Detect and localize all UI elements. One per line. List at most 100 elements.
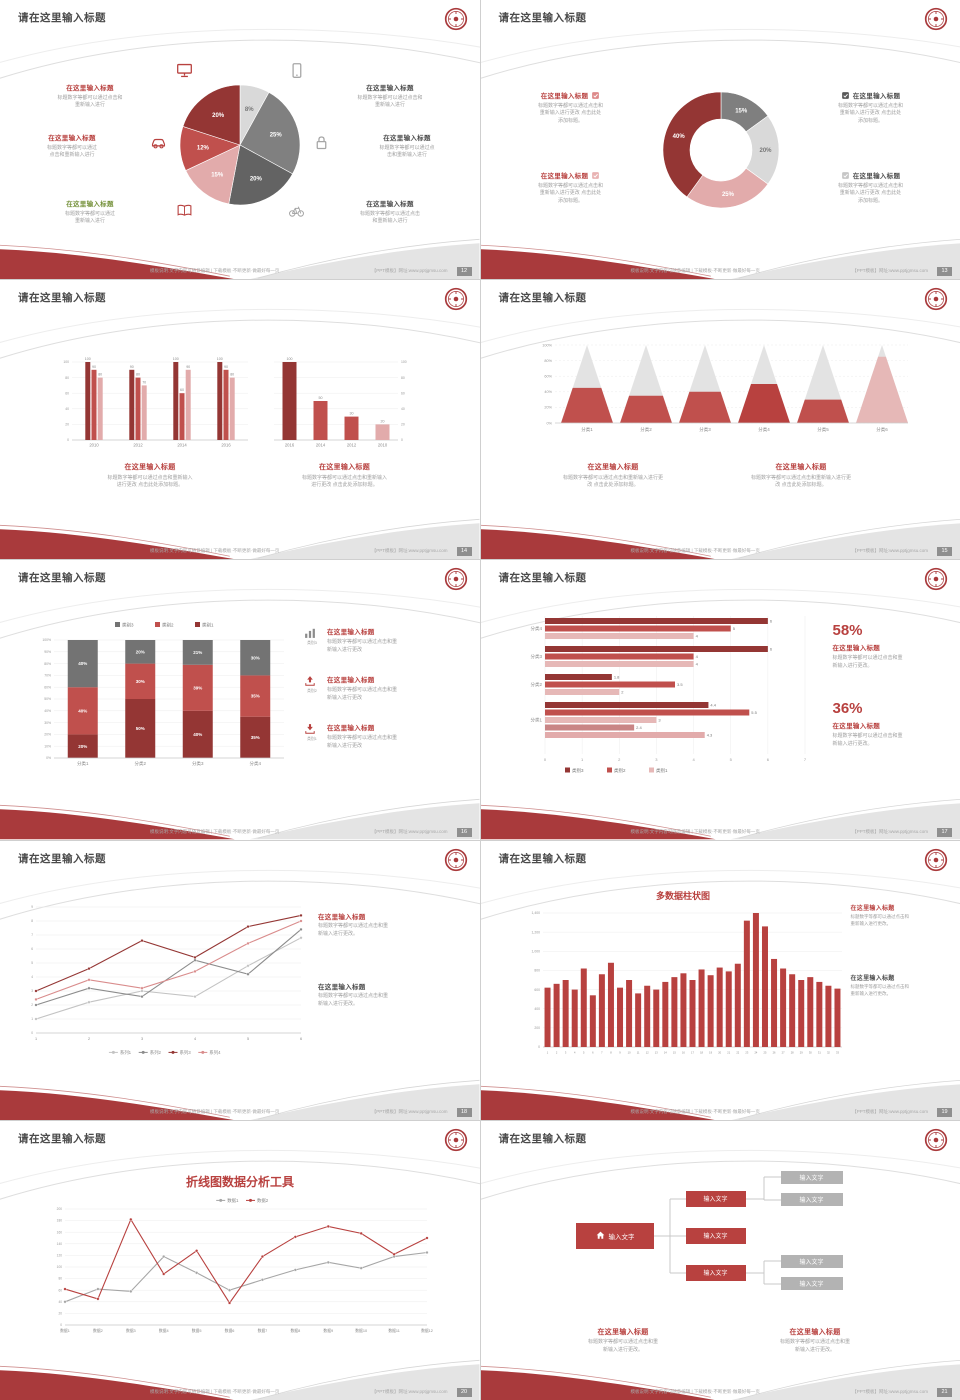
- svg-text:80: 80: [98, 373, 102, 377]
- svg-text:数据1: 数据1: [60, 1328, 70, 1333]
- footer-right-text: 【PPT模板】网址:www.pptjgmsu.com: [371, 1389, 448, 1394]
- callout-body: 标题数字等都可以通过点击和 重新输入进行更改 点击此处 添加标题。: [837, 102, 903, 125]
- item-title: 在这里输入标题: [327, 629, 375, 637]
- list-item: 类别1 在这里输入标题 标题数字等都可以通过点击和重 新输入进行更改: [303, 722, 473, 750]
- svg-text:12: 12: [645, 1050, 648, 1054]
- svg-text:12%: 12%: [197, 145, 210, 151]
- slide-content: 15% 20% 25% 40% 在这里输入标题 标题数字等都可以通过点击和 重新输入进…: [481, 0, 960, 279]
- callout-title: 在这里输入标题: [852, 173, 901, 180]
- pie-chart: 8% 25% 20% 15% 12% 20%: [166, 72, 314, 218]
- pyramid-chart: 0% 20% 40% 60% 80% 100% 分类1 分类2 分类3 分类4 分类5 分类6: [529, 335, 914, 447]
- svg-text:180: 180: [57, 1218, 63, 1222]
- chart-canvas: 0 1 2 3 4 5 6 7 6 5 4 分类4 6 4 4 分类3 1.8 3.5 2 分类2 4.4 5.5 3 2.4…: [530, 616, 806, 774]
- svg-text:15: 15: [672, 1050, 675, 1054]
- text-block-2: 在这里输入标题 标题数字等都可以通过点击和重新输入进行更 改 点击此处添加标题。: [719, 462, 884, 490]
- school-logo-icon: [444, 848, 468, 872]
- svg-text:60: 60: [180, 388, 184, 392]
- page-number: 15: [937, 547, 952, 557]
- school-logo-icon: [444, 7, 468, 31]
- footer-left-text: 模板说明:文字内容可随意编辑 | 下载模板·不断更新·做最好每一页: [630, 828, 760, 834]
- svg-text:数据2: 数据2: [93, 1328, 103, 1333]
- svg-text:1: 1: [35, 1037, 37, 1041]
- line-chart: 0 20 40 60 80 100 120 140 160 180 200 数据1 数据2 数据3 数据4 数…: [45, 1195, 435, 1345]
- callout-right-2: 在这里输入标题 标题数字等都可以通过点击和 重新输入进行更改 点击此处 添加标题…: [797, 170, 945, 206]
- slide-decoration: [480, 309, 960, 560]
- slide-footer: 模板说明:文字内容可随意编辑 | 下载模板·不断更新·做最好每一页 【PPT模板】…: [481, 824, 960, 840]
- block-title: 在这里输入标题: [318, 983, 366, 991]
- svg-text:20%: 20%: [44, 733, 51, 737]
- bar-chart: 0 20 40 60 80 100 100 2016 50 2014 30 2012 20 2010: [268, 352, 418, 452]
- block-body: 标题数字等都可以通过点击和 重新输入进行更改。: [850, 984, 910, 997]
- svg-text:0: 0: [401, 438, 403, 442]
- svg-text:40%: 40%: [78, 662, 87, 667]
- connector-lines: [653, 1176, 781, 1285]
- slide-footer: 模板说明:文字内容可随意编辑 | 下载模板·不断更新·做最好每一页 【PPT模板】…: [481, 543, 960, 559]
- slide-content: 0 20 40 60 80 100 100 90 80 2010 90 80 70 2012 100 60 90…: [0, 280, 480, 559]
- svg-text:28: 28: [790, 1050, 793, 1054]
- item-body: 标题数字等都可以通过点击和重 新输入进行更改: [327, 686, 398, 701]
- bar-chart-icon: [303, 626, 321, 640]
- svg-text:系列3: 系列3: [180, 1049, 192, 1056]
- svg-text:系列4: 系列4: [209, 1049, 221, 1056]
- flow-branch-node: 输入文字: [685, 1227, 746, 1244]
- svg-text:100: 100: [287, 357, 293, 361]
- checkbox-icon: [591, 91, 600, 100]
- svg-text:17: 17: [691, 1050, 694, 1054]
- callout-title: 在这里输入标题: [366, 201, 414, 208]
- slide-decoration: [0, 1149, 480, 1400]
- svg-text:4: 4: [695, 634, 698, 639]
- chart-canvas: 0 20 40 60 80 100 100 2016 50 2014 30 2012 20 2010: [274, 357, 407, 448]
- callout-body: 标题数字等都可以通过点击和 重新输入进行: [357, 94, 423, 109]
- slide-title: 请在这里输入标题: [18, 12, 106, 24]
- svg-text:13: 13: [654, 1050, 657, 1054]
- text-block-1: 在这里输入标题 标题数字等都可以通过点击和重 新输入进行更改。: [318, 911, 460, 939]
- svg-text:200: 200: [57, 1207, 63, 1211]
- svg-text:160: 160: [57, 1230, 63, 1234]
- footer-right-text: 【PPT模板】网址:www.pptjgmsu.com: [371, 1108, 448, 1114]
- svg-text:数据11: 数据11: [388, 1328, 400, 1333]
- block-title: 在这里输入标题: [587, 464, 639, 472]
- svg-text:数据5: 数据5: [192, 1328, 202, 1333]
- svg-text:60: 60: [65, 392, 69, 396]
- footer-right-text: 【PPT模板】网址:www.pptjgmsu.com: [371, 268, 448, 274]
- svg-text:29: 29: [799, 1050, 802, 1054]
- svg-text:6: 6: [766, 757, 769, 762]
- svg-text:600: 600: [534, 987, 540, 991]
- flow-branch-node: 输入文字: [685, 1264, 746, 1281]
- svg-text:40: 40: [58, 1300, 62, 1304]
- svg-text:0%: 0%: [46, 757, 51, 761]
- horizontal-bar-chart: 0 1 2 3 4 5 6 7 6 5 4 分类4 6 4 4 分类3 1.8 3.5 2 分类2 4.4 5.5 3 2.4…: [519, 612, 819, 780]
- svg-text:80%: 80%: [44, 662, 51, 666]
- svg-text:20: 20: [718, 1050, 721, 1054]
- svg-text:40%: 40%: [672, 134, 685, 140]
- text-block-1: 在这里输入标题 标题数字等都可以通过点击和重新输入进行更 改 点击此处添加标题。: [531, 462, 696, 490]
- svg-text:39%: 39%: [193, 686, 202, 691]
- text-block-2: 在这里输入标题 标题数字等都可以通过点击和 重新输入进行更改。: [851, 973, 951, 998]
- svg-text:30: 30: [350, 412, 354, 416]
- svg-text:9: 9: [31, 905, 33, 909]
- svg-text:2016: 2016: [285, 443, 295, 448]
- svg-text:100%: 100%: [542, 343, 552, 347]
- stat-percentage: 36%: [832, 700, 863, 718]
- callout-title: 在这里输入标题: [66, 201, 114, 208]
- callout-body: 标题数字等都可以通过 重新输入进行: [64, 210, 115, 225]
- svg-text:70: 70: [142, 381, 146, 385]
- svg-text:2010: 2010: [89, 443, 99, 448]
- school-logo-icon: [924, 287, 948, 311]
- svg-text:0: 0: [60, 1323, 62, 1327]
- icon-caption: 类别2: [307, 689, 317, 694]
- callout-left-1: 在这里输入标题 标题数字等都可以通过点击和 重新输入进行: [26, 82, 154, 110]
- callout-body: 标题数字等都可以通过点击 和重新输入进行: [359, 210, 420, 225]
- svg-text:60%: 60%: [544, 375, 552, 379]
- svg-text:10%: 10%: [44, 745, 51, 749]
- svg-text:5: 5: [729, 757, 732, 762]
- stat-title: 在这里输入标题: [832, 645, 881, 653]
- svg-text:25%: 25%: [270, 133, 283, 139]
- svg-text:80: 80: [58, 1276, 62, 1280]
- svg-text:4.3: 4.3: [706, 733, 712, 738]
- svg-text:80: 80: [401, 376, 405, 380]
- slide-footer: 模板说明:文字内容可随意编辑 | 下载模板·不断更新·做最好每一页 【PPT模板】…: [481, 1384, 960, 1400]
- stat-block-1: 58% 在这里输入标题 标题数字等都可以通过点击和重 新输入进行更改。: [833, 622, 951, 670]
